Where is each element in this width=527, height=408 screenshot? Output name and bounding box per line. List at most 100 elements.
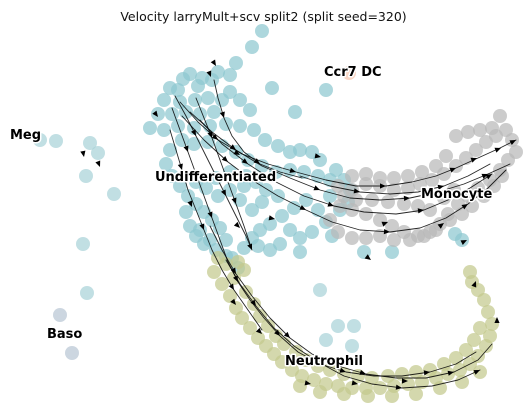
- point-neutrophil: [313, 385, 327, 399]
- point-undifferentiated: [255, 24, 269, 38]
- point-neutrophil: [261, 319, 275, 333]
- arrow-head: [314, 153, 321, 159]
- arrow-head: [381, 221, 388, 227]
- arrow-head: [177, 163, 183, 170]
- point-neutrophil: [409, 387, 423, 401]
- point-meg: [83, 136, 97, 150]
- point-undifferentiated: [207, 105, 221, 119]
- point-monocyte: [473, 123, 487, 137]
- arrow-head: [304, 380, 311, 386]
- cluster-label-ccr7-dc: Ccr7 DC: [324, 65, 382, 80]
- point-neutrophil: [409, 365, 423, 379]
- chart-title: Velocity larryMult+scv split2 (split see…: [120, 9, 406, 24]
- arrow-head: [395, 384, 402, 390]
- point-undifferentiated: [245, 203, 259, 217]
- point-undifferentiated: [313, 153, 327, 167]
- arrow-head: [417, 208, 424, 214]
- arrow-head: [221, 156, 228, 162]
- point-meg: [347, 319, 361, 333]
- point-neutrophil: [437, 357, 451, 371]
- arrow-head: [437, 184, 444, 190]
- point-monocyte: [417, 229, 431, 243]
- point-undifferentiated: [157, 93, 171, 107]
- point-undifferentiated: [263, 217, 277, 231]
- point-monocyte: [401, 169, 415, 183]
- point-neutrophil: [231, 255, 245, 269]
- arrow-head: [403, 195, 410, 201]
- point-neutrophil: [235, 311, 249, 325]
- point-monocyte: [461, 125, 475, 139]
- point-undifferentiated: [223, 165, 237, 179]
- point-undifferentiated: [157, 123, 171, 137]
- point-undifferentiated: [293, 231, 307, 245]
- point-undifferentiated: [173, 179, 187, 193]
- arrow-head: [233, 275, 238, 282]
- arrow-head: [233, 149, 240, 155]
- point-undifferentiated: [385, 245, 399, 259]
- arrow-head: [383, 229, 390, 235]
- point-meg: [76, 237, 90, 251]
- arrow-head: [353, 188, 360, 194]
- arrow-head: [268, 215, 275, 221]
- point-neutrophil: [463, 265, 477, 279]
- point-undifferentiated: [201, 135, 215, 149]
- point-undifferentiated: [263, 243, 277, 257]
- arrow-head: [221, 189, 226, 196]
- arrow-head: [274, 329, 280, 336]
- point-meg: [107, 187, 121, 201]
- arrow-head: [191, 129, 196, 136]
- point-neutrophil: [215, 277, 229, 291]
- point-monocyte: [387, 233, 401, 247]
- point-undifferentiated: [201, 91, 215, 105]
- point-monocyte: [477, 189, 491, 203]
- point-undifferentiated: [143, 121, 157, 135]
- arrow-head: [402, 378, 408, 384]
- point-monocyte: [359, 177, 373, 191]
- point-baso: [53, 308, 67, 322]
- point-monocyte: [373, 171, 387, 185]
- point-neutrophil: [483, 329, 497, 343]
- arrow-head: [253, 158, 260, 164]
- point-undifferentiated: [187, 137, 201, 151]
- point-neutrophil: [473, 321, 487, 335]
- arrow-head: [437, 223, 444, 229]
- point-monocyte: [397, 197, 411, 211]
- arrow-head: [228, 283, 234, 290]
- arrow-head: [210, 59, 216, 66]
- arrow-head: [80, 150, 86, 157]
- arrow-head: [207, 211, 213, 218]
- cluster-label-halo: Baso: [47, 327, 82, 342]
- arrow-head: [187, 200, 193, 207]
- point-monocyte: [447, 183, 461, 197]
- point-undifferentiated: [275, 209, 289, 223]
- point-undifferentiated: [179, 205, 193, 219]
- arrow-head: [359, 369, 366, 375]
- arrow-head: [231, 197, 237, 204]
- point-undifferentiated: [193, 223, 207, 237]
- point-meg: [91, 146, 105, 160]
- point-neutrophil: [243, 321, 257, 335]
- point-undifferentiated: [323, 189, 337, 203]
- point-undifferentiated: [265, 81, 279, 95]
- arrow-head: [470, 157, 477, 163]
- arrow-head: [211, 134, 218, 140]
- arrow-head: [241, 158, 248, 164]
- arrow-head: [255, 327, 262, 334]
- point-monocyte: [501, 153, 515, 167]
- point-monocyte: [365, 193, 379, 207]
- point-meg: [80, 286, 94, 300]
- arrow-head: [485, 174, 492, 180]
- cluster-label-neutrophil: Neutrophil: [285, 354, 363, 369]
- point-monocyte: [437, 191, 451, 205]
- cluster-label-halo: Undifferentiated: [155, 170, 276, 185]
- arrow-head: [494, 147, 501, 153]
- point-undifferentiated: [176, 72, 190, 86]
- point-monocyte: [495, 169, 509, 183]
- point-undifferentiated: [213, 221, 227, 235]
- point-undifferentiated: [293, 245, 307, 259]
- arrow-head: [460, 240, 467, 245]
- arrow-head: [447, 370, 454, 376]
- cluster-label-monocyte: Monocyte: [421, 187, 492, 202]
- point-undifferentiated: [287, 201, 301, 215]
